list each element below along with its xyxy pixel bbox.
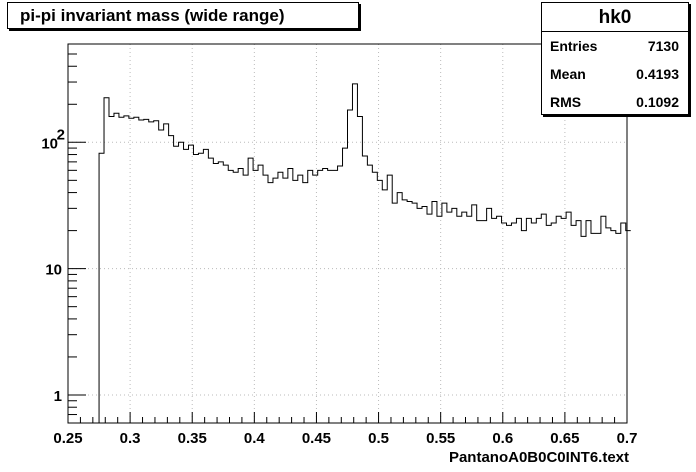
stats-row-entries: Entries 7130 <box>542 32 688 60</box>
statistics-box: hk0 Entries 7130 Mean 0.4193 RMS 0.1092 <box>541 2 689 115</box>
x-tick-label: 0.35 <box>178 430 207 447</box>
x-tick-label: 0.45 <box>302 430 331 447</box>
x-tick-label: 0.25 <box>53 430 82 447</box>
y-tick-label: 10 <box>41 135 58 152</box>
stats-label: Mean <box>550 66 586 82</box>
stats-value: 0.4193 <box>636 66 679 82</box>
x-tick-label: 0.5 <box>368 430 389 447</box>
stats-label: Entries <box>550 38 598 54</box>
chart-title: pi-pi invariant mass (wide range) <box>7 2 359 29</box>
stats-row-rms: RMS 0.1092 <box>542 88 688 116</box>
x-tick-label: 0.7 <box>617 430 638 447</box>
x-tick-label: 0.4 <box>244 430 266 447</box>
histogram-series <box>98 83 631 424</box>
x-tick-label: 0.65 <box>550 430 579 447</box>
stats-label: RMS <box>550 94 582 110</box>
plot-frame <box>67 43 628 424</box>
y-tick-label: 1 <box>54 388 62 405</box>
x-tick-label: 0.55 <box>426 430 455 447</box>
axes: 0.25 0.3 0.35 0.4 0.45 0.5 0.55 0.6 0.65 0.7 1 10 10… <box>41 43 638 447</box>
y-tick-exponent: 2 <box>57 126 65 143</box>
x-axis-title: PantanoA0B0C0INT6.text <box>448 449 629 466</box>
histogram-name: hk0 <box>542 3 688 32</box>
x-tick-label: 0.6 <box>492 430 513 447</box>
stats-row-mean: Mean 0.4193 <box>542 60 688 88</box>
x-tick-label: 0.3 <box>120 430 141 447</box>
y-tick-label: 10 <box>45 262 62 279</box>
stats-value: 0.1092 <box>636 94 679 110</box>
histogram-outline <box>98 83 631 424</box>
stats-value: 7130 <box>647 38 679 54</box>
